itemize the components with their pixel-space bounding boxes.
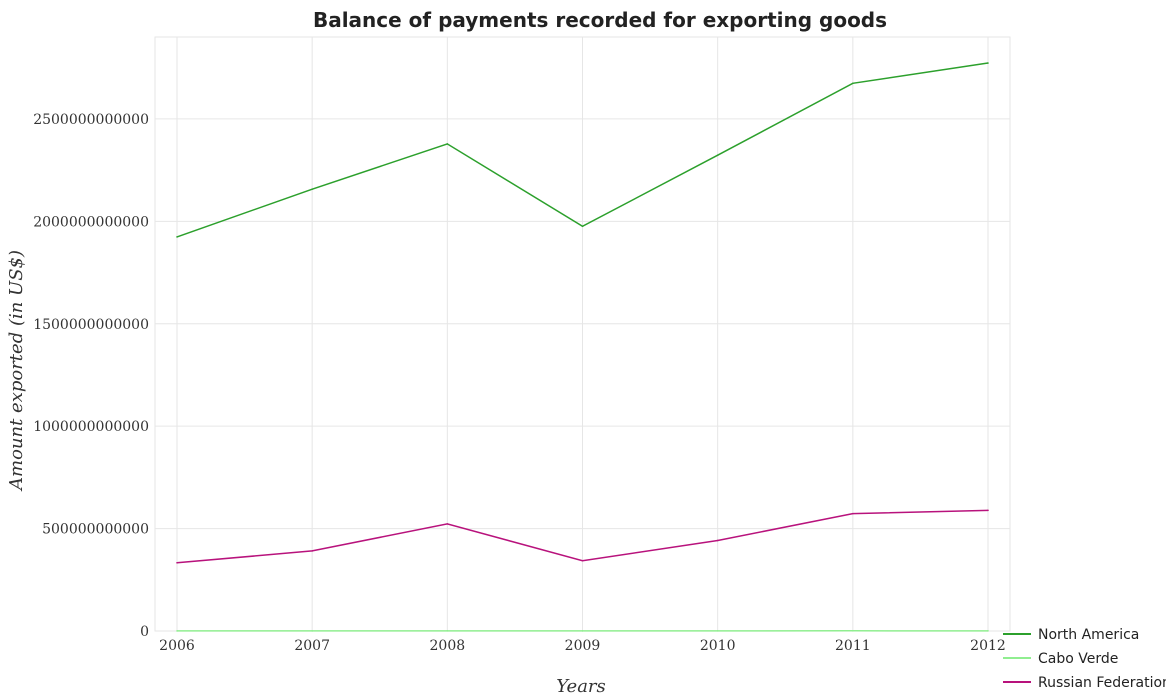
axes: 2006 2007 2008 2009 2010 2011 2012 0 50000000000… [33, 112, 1006, 654]
x-tick-label: 2008 [430, 638, 466, 654]
data-point [987, 509, 989, 512]
legend-label: Cabo Verde [1038, 651, 1118, 667]
data-point [852, 82, 854, 85]
data-point [176, 630, 178, 632]
data-point [176, 236, 178, 238]
data-point [581, 225, 584, 228]
data-point [446, 143, 449, 145]
x-tick-label: 2012 [970, 638, 1006, 654]
data-point [716, 630, 719, 632]
y-tick-label: 1000000000000 [33, 419, 149, 435]
x-tick-label: 2006 [159, 638, 195, 654]
x-tick-label: 2007 [294, 638, 330, 654]
grid [154, 36, 1011, 632]
y-tick-label: 500000000000 [42, 522, 149, 538]
data-point [581, 630, 584, 632]
y-tick-label: 1500000000000 [33, 317, 149, 333]
data-point [311, 550, 313, 552]
legend-label: North America [1038, 627, 1139, 643]
data-point [581, 559, 584, 562]
data-point [987, 630, 989, 632]
data-point [716, 154, 719, 156]
data-point [311, 630, 313, 632]
data-point [311, 188, 313, 190]
chart-title: Balance of payments recorded for exporti… [313, 8, 887, 32]
data-point [852, 512, 854, 515]
data-point [446, 523, 449, 525]
data-point [176, 561, 178, 564]
data-point [716, 539, 719, 542]
x-tick-label: 2011 [835, 638, 871, 654]
x-tick-label: 2010 [700, 638, 736, 654]
y-axis-label: Amount exported (in US$) [6, 250, 27, 492]
y-tick-label: 0 [140, 624, 149, 640]
x-tick-label: 2009 [565, 638, 601, 654]
data-point [446, 630, 449, 632]
legend-label: Russian Federation [1038, 675, 1166, 691]
data-point [987, 62, 989, 64]
y-tick-label: 2000000000000 [33, 214, 149, 230]
legend: North America Cabo Verde Russian Federatio… [1003, 627, 1166, 691]
x-axis-label: Years [556, 676, 606, 697]
y-tick-label: 2500000000000 [33, 112, 149, 128]
data-point [852, 630, 854, 632]
series [176, 62, 989, 632]
